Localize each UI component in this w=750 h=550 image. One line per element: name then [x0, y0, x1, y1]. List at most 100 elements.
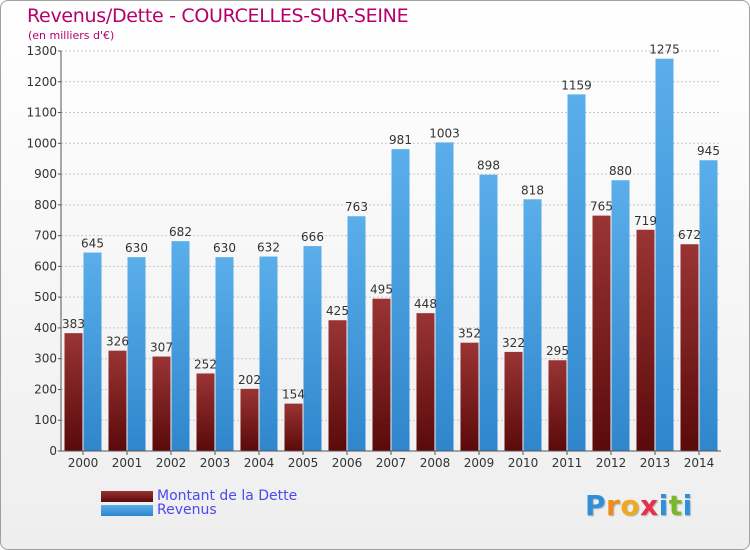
logo-letter: i — [682, 489, 693, 522]
bar-revenus — [567, 94, 586, 451]
data-label-revenus: 666 — [301, 230, 324, 244]
bar-dette — [196, 373, 215, 451]
x-tick-label: 2011 — [552, 456, 583, 470]
bar-revenus — [699, 160, 718, 451]
data-label-dette: 307 — [150, 341, 173, 355]
data-label-revenus: 898 — [477, 159, 500, 173]
x-tick-label: 2008 — [420, 456, 451, 470]
x-tick-label: 2004 — [244, 456, 275, 470]
logo-letter: r — [606, 489, 621, 522]
data-label-dette: 672 — [678, 228, 701, 242]
y-tick-label: 1300 — [26, 44, 57, 58]
logo-letter: o — [620, 489, 641, 522]
data-label-revenus: 682 — [169, 225, 192, 239]
bar-dette — [416, 313, 435, 451]
y-tick-label: 300 — [34, 352, 57, 366]
x-tick-label: 2007 — [376, 456, 407, 470]
grid-layer — [61, 50, 721, 452]
bar-revenus — [127, 257, 146, 451]
chart-title: Revenus/Dette - COURCELLES-SUR-SEINE — [27, 5, 409, 27]
bar-dette — [372, 298, 391, 451]
legend-label-dette: Montant de la Dette — [157, 488, 298, 504]
y-tick-label: 0 — [49, 444, 57, 458]
bar-revenus — [259, 256, 278, 451]
data-label-revenus: 945 — [697, 144, 720, 158]
axis-layer: 0 100 200 300 400 500 600 700 800 900 1000 1100 1200… — [26, 44, 721, 470]
data-label-dette: 425 — [326, 304, 349, 318]
bar-revenus — [391, 149, 410, 451]
data-label-dette: 322 — [502, 336, 525, 350]
data-label-dette: 352 — [458, 327, 481, 341]
bar-revenus — [347, 216, 366, 451]
data-label-revenus: 645 — [81, 237, 104, 251]
legend-item-dette: Montant de la Dette — [101, 488, 298, 504]
data-label-dette: 202 — [238, 373, 261, 387]
y-tick-label: 800 — [34, 198, 57, 212]
data-label-dette: 765 — [590, 200, 613, 214]
labels-layer: 383 645 326 630 307 682 252 630 202 632 154 666 425 7… — [62, 43, 720, 402]
x-tick-label: 2010 — [508, 456, 539, 470]
y-tick-label: 1200 — [26, 75, 57, 89]
y-tick-label: 200 — [34, 382, 57, 396]
y-tick-label: 500 — [34, 290, 57, 304]
bars-layer — [64, 58, 718, 451]
logo-letter: i — [658, 489, 669, 522]
data-label-revenus: 1159 — [561, 78, 592, 92]
bar-dette — [108, 350, 127, 451]
legend-label-revenus: Revenus — [157, 502, 217, 518]
x-tick-label: 2005 — [288, 456, 319, 470]
data-label-revenus: 630 — [125, 241, 148, 255]
logo-letter: x — [640, 489, 659, 522]
legend-swatch-dette — [101, 490, 153, 502]
x-tick-label: 2006 — [332, 456, 363, 470]
x-tick-label: 2002 — [156, 456, 187, 470]
bar-revenus — [215, 257, 234, 451]
y-tick-label: 600 — [34, 259, 57, 273]
bar-revenus — [611, 180, 630, 451]
x-tick-label: 2014 — [684, 456, 715, 470]
data-label-dette: 295 — [546, 344, 569, 358]
y-tick-label: 900 — [34, 167, 57, 181]
bar-dette — [636, 229, 655, 451]
data-label-revenus: 1003 — [429, 126, 460, 140]
bar-dette — [64, 333, 83, 451]
proxiti-logo: Proxiti — [585, 489, 693, 522]
x-tick-label: 2013 — [640, 456, 671, 470]
x-tick-label: 2001 — [112, 456, 143, 470]
bar-revenus — [523, 199, 542, 451]
data-label-revenus: 981 — [389, 133, 412, 147]
chart-subtitle: (en milliers d'€) — [28, 29, 115, 42]
legend-item-revenus: Revenus — [101, 502, 217, 518]
data-label-revenus: 818 — [521, 183, 544, 197]
bar-dette — [240, 388, 259, 451]
data-label-revenus: 880 — [609, 164, 632, 178]
bar-dette — [592, 215, 611, 451]
data-label-revenus: 1275 — [649, 43, 680, 57]
data-label-dette: 252 — [194, 357, 217, 371]
data-label-revenus: 763 — [345, 200, 368, 214]
bar-revenus — [435, 142, 454, 451]
bar-dette — [504, 351, 523, 451]
data-label-dette: 383 — [62, 317, 85, 331]
data-label-dette: 154 — [282, 388, 305, 402]
data-label-dette: 326 — [106, 335, 129, 349]
legend-swatch-revenus — [101, 504, 153, 516]
bar-dette — [284, 403, 303, 451]
data-label-revenus: 632 — [257, 241, 280, 255]
bar-revenus — [655, 58, 674, 451]
data-label-dette: 448 — [414, 297, 437, 311]
bar-dette — [328, 320, 347, 451]
x-tick-label: 2003 — [200, 456, 231, 470]
x-tick-label: 2009 — [464, 456, 495, 470]
y-tick-label: 400 — [34, 321, 57, 335]
bar-dette — [548, 360, 567, 451]
y-tick-label: 700 — [34, 229, 57, 243]
bar-revenus — [303, 246, 322, 451]
y-tick-label: 1100 — [26, 106, 57, 120]
data-label-dette: 719 — [634, 214, 657, 228]
data-label-revenus: 630 — [213, 241, 236, 255]
y-tick-label: 100 — [34, 413, 57, 427]
bar-dette — [680, 244, 699, 451]
